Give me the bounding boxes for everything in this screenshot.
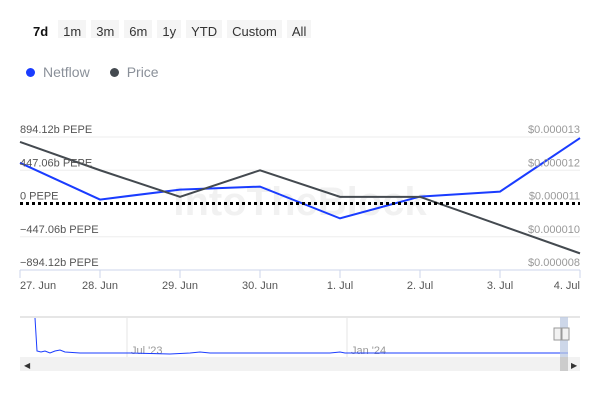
range-selector: 7d 1m 3m 6m 1y YTD Custom All bbox=[28, 20, 312, 39]
range-button-1m[interactable]: 1m bbox=[58, 20, 87, 39]
series-line-price[interactable] bbox=[19, 141, 581, 255]
scrollbar[interactable] bbox=[20, 357, 580, 371]
range-button-7d[interactable]: 7d bbox=[28, 20, 53, 39]
x-axis-tick-label: 1. Jul bbox=[327, 280, 353, 292]
legend-label: Price bbox=[126, 64, 159, 80]
x-axis-tick-label: 3. Jul bbox=[487, 280, 513, 292]
right-axis-tick-label: $0.000011 bbox=[529, 191, 580, 203]
scroll-right-button[interactable]: ▶ bbox=[571, 361, 578, 370]
navigator-handle[interactable] bbox=[553, 327, 562, 341]
range-button-1y[interactable]: 1y bbox=[157, 20, 182, 39]
x-axis-tick-label: 27. Jun bbox=[20, 280, 56, 292]
legend: Netflow Price bbox=[26, 64, 159, 80]
x-axis-tick-label: 2. Jul bbox=[407, 280, 433, 292]
scroll-left-button[interactable]: ◀ bbox=[24, 361, 31, 370]
range-button-ytd[interactable]: YTD bbox=[186, 20, 223, 39]
x-axis-tick-label: 28. Jun bbox=[82, 280, 118, 292]
navigator-label: Jul '23 bbox=[131, 345, 162, 357]
left-axis-tick-label: 447.06b PEPE bbox=[20, 157, 92, 169]
right-axis-tick-label: $0.000010 bbox=[528, 224, 580, 236]
range-button-3m[interactable]: 3m bbox=[91, 20, 120, 39]
legend-item-price[interactable]: Price bbox=[109, 64, 159, 80]
left-axis-tick-label: −894.12b PEPE bbox=[20, 257, 99, 269]
navigator[interactable]: Jul '23 Jan '24 ◀ ▶ bbox=[20, 316, 580, 371]
range-button-6m[interactable]: 6m bbox=[124, 20, 153, 39]
right-axis-tick-label: $0.000008 bbox=[528, 257, 580, 269]
navigator-handle[interactable] bbox=[561, 327, 570, 341]
series-line-netflow[interactable] bbox=[19, 137, 581, 220]
left-axis-tick-label: 0 PEPE bbox=[20, 191, 59, 203]
range-button-custom[interactable]: Custom bbox=[227, 20, 282, 39]
legend-dot-icon bbox=[109, 67, 119, 77]
range-button-all[interactable]: All bbox=[286, 20, 312, 39]
x-axis-tick-label: 29. Jun bbox=[162, 280, 198, 292]
right-axis-tick-label: $0.000012 bbox=[528, 157, 580, 169]
left-axis-tick-label: 894.12b PEPE bbox=[20, 124, 92, 136]
scrollbar-thumb[interactable] bbox=[560, 357, 568, 371]
x-axis-tick-label: 30. Jun bbox=[242, 280, 278, 292]
navigator-series bbox=[34, 317, 568, 355]
legend-label: Netflow bbox=[43, 64, 90, 80]
x-axis-tick-label: 4. Jul bbox=[554, 280, 580, 292]
legend-item-netflow[interactable]: Netflow bbox=[26, 64, 90, 80]
left-axis-tick-label: −447.06b PEPE bbox=[20, 224, 99, 236]
legend-dot-icon bbox=[26, 67, 35, 77]
right-axis-tick-label: $0.000013 bbox=[528, 124, 580, 136]
navigator-label: Jan '24 bbox=[351, 345, 386, 357]
